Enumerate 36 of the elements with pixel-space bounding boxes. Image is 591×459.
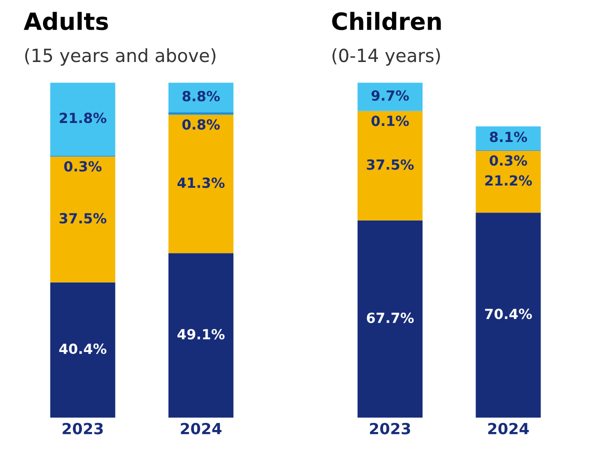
chart-title: Children: [332, 12, 441, 30]
data-label: 40.4%: [59, 344, 106, 354]
data-label: 41.3%: [177, 178, 225, 188]
chart-title: Adults: [24, 12, 108, 30]
chart-subtitle: (15 years and above): [25, 48, 216, 66]
data-label: 37.5%: [366, 159, 414, 170]
bar: [476, 150, 541, 213]
data-label: 21.8%: [60, 112, 106, 124]
data-label: 67.7%: [366, 312, 414, 324]
bar: [50, 156, 116, 282]
data-label: 0.8%: [182, 119, 220, 130]
data-label: 0.3%: [490, 155, 528, 166]
bar: [358, 111, 423, 220]
data-label: 0.3%: [64, 161, 102, 172]
bar: [168, 82, 234, 112]
data-label: 70.4%: [485, 308, 532, 320]
data-label: 0.1%: [371, 116, 409, 126]
bar: [168, 114, 234, 254]
x-tick-label: 2023: [62, 422, 103, 434]
bar: [50, 282, 116, 418]
x-tick-label: 2023: [370, 422, 410, 434]
data-label: 37.5%: [60, 213, 106, 224]
bar: [476, 212, 541, 418]
data-label: 8.8%: [182, 90, 220, 102]
bar: [168, 112, 234, 115]
bar: [358, 220, 423, 418]
bar: [50, 82, 116, 156]
data-label: 21.2%: [485, 175, 532, 186]
data-label: 9.7%: [372, 90, 409, 101]
x-tick-label: 2024: [180, 422, 222, 434]
chart-subtitle: (0-14 years): [332, 48, 440, 66]
data-label: 8.1%: [490, 132, 528, 142]
x-tick-label: 2024: [488, 422, 529, 434]
data-label: 49.1%: [177, 328, 225, 340]
bar: [358, 82, 423, 111]
bar: [168, 253, 234, 418]
